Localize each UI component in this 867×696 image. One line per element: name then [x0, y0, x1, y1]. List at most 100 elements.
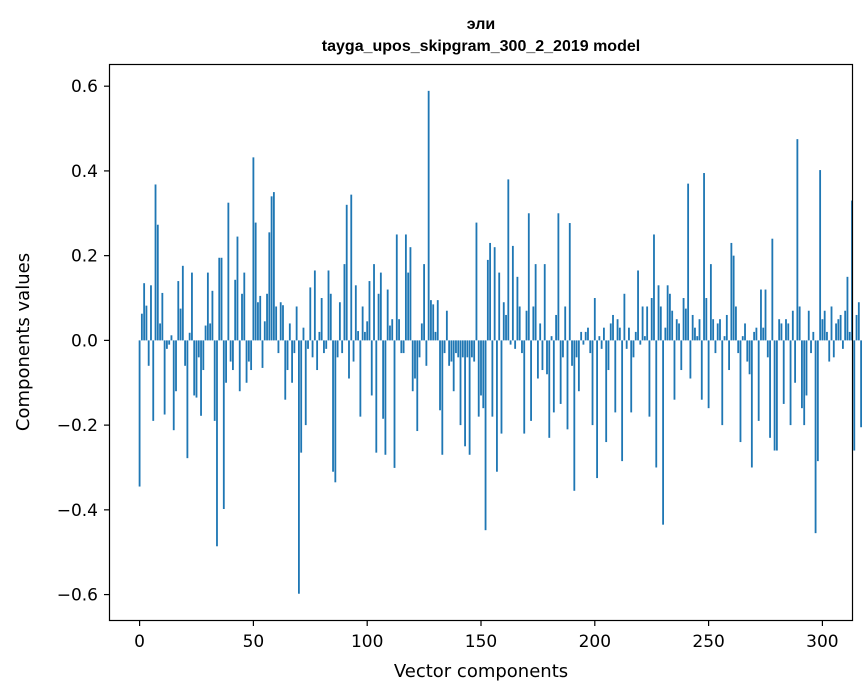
bar [534, 264, 537, 341]
bar [227, 202, 230, 341]
y-tick-label: −0.2 [57, 416, 98, 436]
bar [828, 340, 831, 362]
chart-title: эли [467, 16, 495, 33]
y-tick-label: 0.2 [71, 247, 98, 267]
bar [245, 340, 248, 383]
bar [404, 234, 407, 341]
bar [671, 310, 674, 341]
bar [204, 325, 207, 341]
bar [168, 340, 171, 345]
bar [170, 335, 173, 341]
bar [723, 336, 726, 341]
bar [814, 340, 817, 534]
bar [329, 293, 332, 341]
bar [653, 234, 655, 341]
bar [459, 340, 462, 426]
bar [302, 327, 305, 341]
bar [591, 340, 594, 426]
bar [507, 179, 510, 341]
bar [584, 331, 587, 341]
bar [705, 298, 708, 341]
bar [680, 340, 683, 371]
bar [577, 340, 580, 392]
bar [200, 340, 202, 416]
bar [575, 340, 578, 358]
bar [270, 196, 273, 341]
bar [484, 340, 487, 531]
bar [609, 323, 612, 341]
bar [263, 321, 266, 341]
bar [612, 314, 614, 341]
bar [550, 336, 553, 341]
bar [295, 306, 298, 341]
bar [823, 310, 826, 341]
bar [780, 323, 783, 341]
bar [750, 340, 753, 468]
bar [409, 247, 412, 341]
bar [500, 340, 503, 434]
bar [787, 323, 790, 341]
bar [279, 302, 282, 341]
bar [291, 340, 293, 383]
bar [769, 340, 771, 438]
y-tick-label: 0.6 [71, 77, 98, 97]
bar [703, 173, 705, 341]
bar [616, 319, 619, 341]
bar [775, 340, 778, 451]
bar [593, 298, 596, 341]
bar [530, 340, 532, 421]
bar [350, 194, 353, 341]
bar [475, 222, 478, 341]
bar [470, 340, 473, 358]
bar [737, 340, 740, 354]
bar [418, 340, 421, 358]
bar [140, 313, 143, 341]
bar [721, 340, 724, 426]
bar [427, 90, 430, 341]
bar [466, 340, 469, 358]
bar [238, 340, 241, 392]
bar [773, 340, 776, 451]
bar [284, 340, 287, 400]
bar [732, 255, 735, 341]
bar [423, 264, 426, 341]
x-tick-label: 0 [134, 632, 145, 652]
bar [368, 281, 371, 341]
bar [293, 340, 296, 354]
x-tick-label: 300 [806, 632, 838, 652]
bar [277, 340, 280, 354]
bar [370, 340, 373, 396]
bar [502, 302, 505, 341]
bar [320, 298, 323, 341]
bar [511, 245, 514, 341]
bar [220, 257, 223, 341]
bar [375, 340, 378, 453]
bar [361, 306, 364, 341]
bar [855, 314, 858, 341]
bar [138, 340, 141, 487]
bar [757, 340, 760, 421]
bar [234, 279, 237, 341]
bar [491, 340, 494, 417]
bar [457, 340, 460, 358]
x-tick-label: 250 [692, 632, 724, 652]
bar [179, 308, 182, 341]
bar [766, 340, 769, 358]
bar [666, 285, 669, 341]
bar [696, 336, 699, 341]
bar [832, 340, 835, 358]
plot-frame [108, 63, 854, 622]
bar [482, 340, 485, 409]
bar [373, 264, 375, 341]
bar [143, 283, 146, 341]
bar [352, 340, 355, 362]
bar [213, 340, 216, 421]
bar [505, 314, 507, 341]
bar [261, 340, 264, 368]
bar [445, 310, 448, 341]
bar [206, 272, 209, 341]
bar [536, 340, 539, 379]
bar [316, 340, 319, 371]
bar [473, 340, 476, 362]
